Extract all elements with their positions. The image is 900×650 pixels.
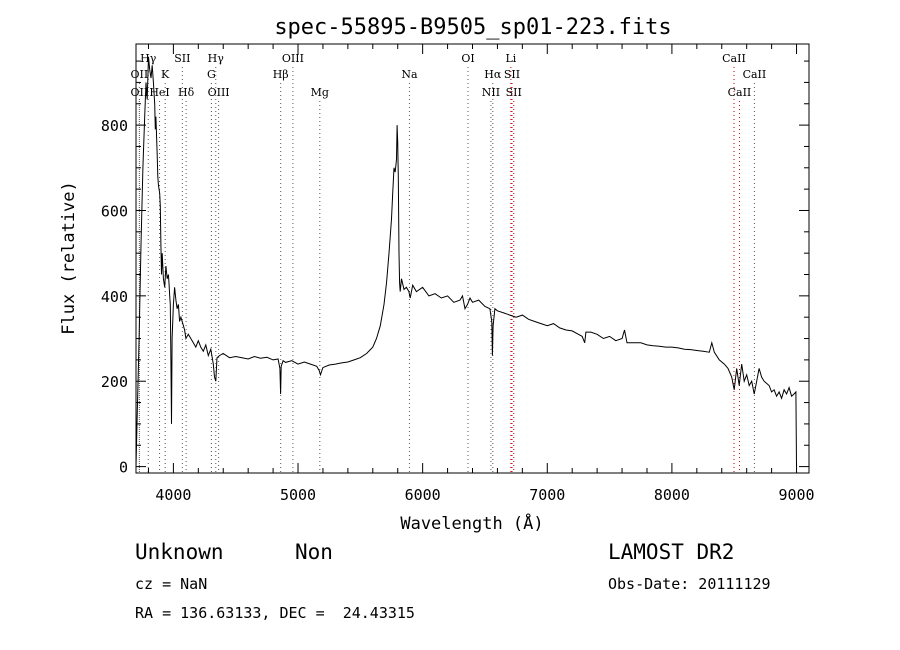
spectrum-series-line xyxy=(135,56,797,467)
x-tick-label: 7000 xyxy=(529,486,565,504)
axis-ticks: 4000 5000 6000 7000 8000 9000 0 200 400 600 800 xyxy=(101,44,815,504)
line-marker-label: OIII xyxy=(282,52,304,65)
line-marker-label: Na xyxy=(401,68,418,81)
line-marker-label: Hδ xyxy=(178,86,195,99)
line-marker-label: G xyxy=(207,68,216,81)
line-marker-label: OIII xyxy=(208,86,230,99)
line-marker-label: SII xyxy=(506,86,522,99)
x-tick-label: 6000 xyxy=(405,486,441,504)
line-marker-label: OII xyxy=(131,86,149,99)
y-axis-label: Flux (relative) xyxy=(59,181,79,335)
x-tick-label: 5000 xyxy=(280,486,316,504)
redshift-text: cz = NaN xyxy=(135,575,208,593)
line-marker-label: OII xyxy=(131,68,149,81)
y-tick-label: 600 xyxy=(101,202,128,220)
y-tick-label: 800 xyxy=(101,117,128,135)
chart-title: spec-55895-B9505_sp01-223.fits xyxy=(274,15,671,40)
x-tick-label: 4000 xyxy=(155,486,191,504)
obs-date-text: Obs-Date: 20111129 xyxy=(608,575,771,593)
plot-frame xyxy=(135,43,810,474)
y-tick-label: 200 xyxy=(101,373,128,391)
x-axis-label: Wavelength (Å) xyxy=(400,512,543,534)
line-marker-label: SII xyxy=(504,68,520,81)
survey-label: LAMOST DR2 xyxy=(608,540,735,564)
line-marker-label: SII xyxy=(174,52,190,65)
line-marker-label: Mg xyxy=(311,86,329,99)
class-label: Unknown xyxy=(135,540,224,564)
line-marker-label: HeI xyxy=(149,86,169,99)
x-tick-label: 9000 xyxy=(778,486,814,504)
line-marker-label: CaII xyxy=(743,68,767,81)
line-marker-label: Hγ xyxy=(208,52,225,65)
emission-line-markers: OIIOIIHγHeIKSIIHδHγGOIIIHβOIIIMgNaOIHαNI… xyxy=(131,52,767,473)
line-marker-label: NII xyxy=(482,86,500,99)
y-tick-label: 0 xyxy=(119,459,128,477)
line-marker-label: Li xyxy=(505,52,516,65)
line-marker-label: Hβ xyxy=(273,68,289,81)
line-marker-label: OI xyxy=(461,52,474,65)
line-marker-label: CaII xyxy=(722,52,746,65)
coordinates-text: RA = 136.63133, DEC = 24.43315 xyxy=(135,604,415,622)
line-marker-label: K xyxy=(161,68,170,81)
x-tick-label: 8000 xyxy=(654,486,690,504)
subclass-label: Non xyxy=(295,540,333,564)
y-tick-label: 400 xyxy=(101,288,128,306)
line-marker-label: CaII xyxy=(728,86,752,99)
line-marker-label: Hα xyxy=(484,68,502,81)
